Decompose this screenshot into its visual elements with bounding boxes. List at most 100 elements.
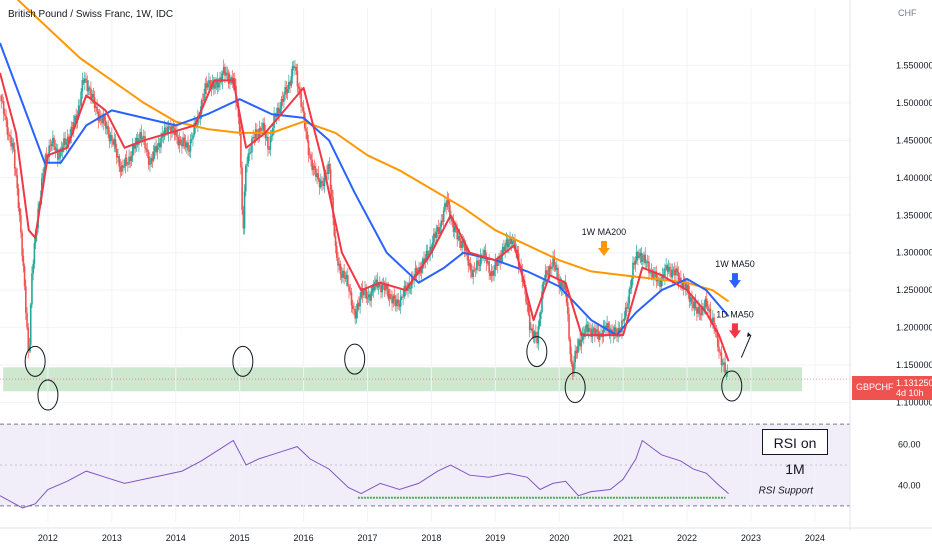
price-candle <box>649 272 651 274</box>
price-candle <box>361 287 364 296</box>
price-candle <box>366 297 369 299</box>
price-candle <box>629 287 632 290</box>
price-candle <box>538 319 541 327</box>
price-candle <box>146 149 149 152</box>
price-candle <box>431 242 434 251</box>
price-candle <box>323 172 326 186</box>
price-candle <box>622 320 624 322</box>
price-candle <box>154 146 156 152</box>
price-tick-label: 1.400000 <box>896 173 932 183</box>
price-candle <box>713 317 715 329</box>
price-candle <box>669 266 671 270</box>
price-candle <box>313 165 316 169</box>
price-candle <box>58 157 60 160</box>
price-candle <box>111 135 113 141</box>
price-candle <box>415 268 418 275</box>
price-candle <box>136 137 139 145</box>
price-candle <box>84 78 86 83</box>
price-candle <box>216 79 219 88</box>
price-candle <box>506 239 509 248</box>
price-candle <box>578 339 580 346</box>
price-candle <box>568 314 570 340</box>
price-candle <box>557 267 559 281</box>
price-candle <box>359 297 361 307</box>
price-candle <box>254 129 257 139</box>
price-candle <box>171 125 173 134</box>
price-candle <box>500 255 503 263</box>
price-candle <box>704 298 707 308</box>
price-candle <box>673 269 676 276</box>
price-candle <box>122 165 124 168</box>
price-candle <box>49 145 52 147</box>
price-candle <box>688 293 691 302</box>
price-candle <box>125 157 128 165</box>
price-candle <box>611 329 613 333</box>
price-candle <box>580 339 583 347</box>
price-candle <box>723 362 725 365</box>
price-candle <box>396 299 398 307</box>
price-candle <box>409 288 412 289</box>
price-candle <box>260 129 263 131</box>
price-candle <box>149 163 151 165</box>
price-candle <box>249 152 252 153</box>
price-candle <box>641 260 644 262</box>
price-candle <box>473 269 476 271</box>
price-candle <box>274 114 277 117</box>
price-candle <box>426 250 429 258</box>
price-candle <box>621 320 623 333</box>
price-candle <box>372 286 375 291</box>
price-candle <box>297 86 300 89</box>
price-candle <box>68 136 70 143</box>
price-candle <box>430 246 433 251</box>
price-candle <box>157 142 160 146</box>
price-candle <box>183 137 186 143</box>
price-candle <box>151 157 154 161</box>
price-candle <box>718 346 720 352</box>
price-candle <box>546 270 548 274</box>
price-candle <box>537 326 540 344</box>
price-tick-label: 1.350000 <box>896 210 932 220</box>
price-candle <box>508 243 510 248</box>
price-candle <box>719 351 722 353</box>
price-candle <box>263 122 266 132</box>
price-candle <box>687 284 690 294</box>
price-candle <box>463 242 466 251</box>
price-candle <box>106 125 108 129</box>
support-circle <box>232 345 254 377</box>
price-candle <box>281 98 284 102</box>
price-candle <box>26 312 28 328</box>
price-candle <box>441 220 444 222</box>
price-candle <box>82 80 85 83</box>
price-candle <box>112 140 114 145</box>
price-candle <box>306 131 309 141</box>
price-candle <box>7 134 10 136</box>
price-candle <box>13 149 16 169</box>
price-candle <box>331 189 333 198</box>
price-candle <box>214 84 216 89</box>
price-candle <box>5 115 7 121</box>
price-candle <box>337 257 339 266</box>
price-candle <box>552 256 554 268</box>
price-candle <box>299 88 301 93</box>
price-candle <box>626 307 628 309</box>
price-candle <box>247 153 250 164</box>
price-candle <box>133 145 135 149</box>
price-candle <box>635 251 638 261</box>
price-candle <box>676 268 678 273</box>
price-candle <box>265 136 268 139</box>
price-candle <box>644 254 647 264</box>
price-candle <box>340 274 343 278</box>
price-candle <box>267 136 269 150</box>
price-candle <box>570 354 573 364</box>
price-candle <box>489 272 492 276</box>
price-candle <box>377 283 380 288</box>
price-candle <box>213 80 215 89</box>
annotation-label: 1D MA50 <box>716 309 754 319</box>
price-candle <box>33 243 36 264</box>
price-candle <box>655 271 658 282</box>
price-candle <box>158 142 161 148</box>
price-candle <box>147 151 150 165</box>
price-candle <box>174 130 177 136</box>
price-candle <box>28 345 31 351</box>
